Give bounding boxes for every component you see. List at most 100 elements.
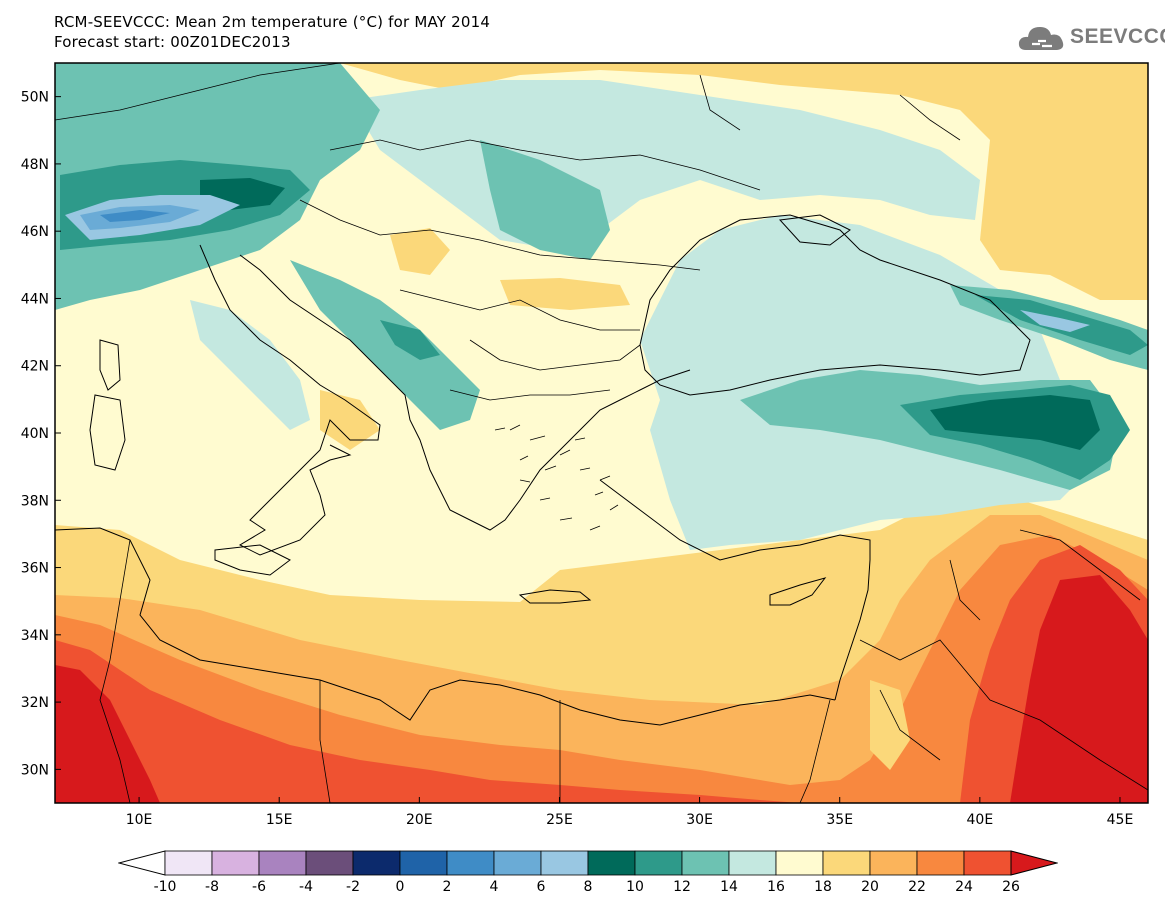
colorbar-swatch xyxy=(869,850,918,876)
lon-tick-label: 35E xyxy=(826,812,853,828)
lon-tick-label: 45E xyxy=(1107,812,1134,828)
lat-tick-label: 46N xyxy=(21,224,49,240)
country-borders xyxy=(55,63,1148,803)
colorbar-over-triangle xyxy=(1010,850,1058,876)
colorbar-label: 4 xyxy=(490,879,499,895)
lon-tick-label: 40E xyxy=(967,812,994,828)
field-24-26 xyxy=(55,640,800,803)
latitude-axis: 50N 48N 46N 44N 42N 40N 38N 36N 34N 32N 30N xyxy=(21,90,61,778)
colorbar-label: -8 xyxy=(205,879,219,895)
field-18-20-pannonia xyxy=(390,228,450,275)
field-18-20-cyrenaica xyxy=(870,680,910,770)
crimea-coast xyxy=(778,214,851,246)
lon-tick-label: 30E xyxy=(686,812,713,828)
lon-tick-label: 25E xyxy=(546,812,573,828)
aegean-islands xyxy=(494,424,619,531)
colorbar-label: 24 xyxy=(955,879,973,895)
colorbar-swatch xyxy=(681,850,730,876)
colorbar-label: -10 xyxy=(154,879,177,895)
cloud-icon xyxy=(1018,27,1064,50)
lat-tick-label: 50N xyxy=(21,90,49,106)
lon-tick-label: 15E xyxy=(266,812,293,828)
colorbar-swatch xyxy=(540,850,589,876)
seevccc-logo: SEEVCCC xyxy=(1018,22,1165,56)
colorbar-label: 8 xyxy=(584,879,593,895)
colorbar-swatch xyxy=(493,850,542,876)
colorbar-label: 22 xyxy=(908,879,926,895)
lon-tick-label: 10E xyxy=(126,812,153,828)
anatolia-south-coast xyxy=(599,479,871,561)
title-line-2: Forecast start: 00Z01DEC2013 xyxy=(54,33,291,51)
north-africa-coast xyxy=(55,527,836,726)
field-18-20-northeast xyxy=(340,63,1148,300)
lat-tick-label: 36N xyxy=(21,561,49,577)
italy-coast xyxy=(199,244,381,556)
field-22-24 xyxy=(55,535,1148,803)
colorbar-swatch xyxy=(164,850,213,876)
field-10-12-montenegro xyxy=(380,320,440,360)
colorbar-swatch xyxy=(446,850,495,876)
title-line-1: RCM-SEEVCCC: Mean 2m temperature (°C) fo… xyxy=(54,13,491,31)
colorbar-swatch xyxy=(775,850,824,876)
colorbar-swatch xyxy=(822,850,871,876)
colorbar-swatch xyxy=(258,850,307,876)
field-over-26-west xyxy=(55,665,160,803)
colorbar-swatch xyxy=(916,850,965,876)
field-8-10-anatolia xyxy=(930,395,1100,450)
logo-text: SEEVCCC xyxy=(1070,25,1165,48)
field-18-20-romania xyxy=(500,278,630,310)
crete-coast xyxy=(518,589,592,604)
lat-tick-label: 34N xyxy=(21,628,49,644)
lat-tick-label: 42N xyxy=(21,359,49,375)
colorbar-swatch xyxy=(352,850,401,876)
lat-tick-label: 40N xyxy=(21,426,49,442)
field-12-14-dinaric xyxy=(290,260,480,430)
colorbar-label: -2 xyxy=(346,879,360,895)
colorbar-swatch xyxy=(305,850,354,876)
colorbar-swatch xyxy=(587,850,636,876)
cyprus-coast xyxy=(769,577,827,606)
colorbar-swatch xyxy=(399,850,448,876)
colorbar-label: -6 xyxy=(252,879,266,895)
longitude-axis: 10E 15E 20E 25E 30E 35E 40E 45E xyxy=(126,797,1134,828)
lat-tick-label: 32N xyxy=(21,695,49,711)
colorbar xyxy=(118,850,1058,876)
sicily-coast xyxy=(214,544,291,576)
colorbar-swatch xyxy=(211,850,260,876)
field-6-8-caucasus xyxy=(1020,310,1090,332)
colorbar-under-triangle xyxy=(118,850,166,876)
lat-tick-label: 30N xyxy=(21,762,49,778)
colorbar-label: 6 xyxy=(537,879,546,895)
field-over-26-east xyxy=(1010,575,1148,803)
coastlines xyxy=(55,63,1148,803)
balkan-coast xyxy=(239,254,691,531)
levant-coast xyxy=(834,559,871,701)
field-14-16-apennines xyxy=(190,300,310,430)
black-sea-coast xyxy=(639,214,1031,396)
field-2-4-alps xyxy=(100,210,170,222)
map-title: RCM-SEEVCCC: Mean 2m temperature (°C) fo… xyxy=(54,12,490,52)
colorbar-label: 10 xyxy=(626,879,644,895)
field-18-20-italy xyxy=(320,390,380,450)
colorbar-swatch xyxy=(634,850,683,876)
lat-tick-label: 38N xyxy=(21,493,49,509)
sardinia-coast xyxy=(89,394,126,471)
corsica-coast xyxy=(99,339,121,391)
colorbar-labels: -10 -8 -6 -4 -2 0 2 4 6 8 10 12 14 16 18 20 22 24 26 xyxy=(154,879,1020,895)
colorbar-label: 18 xyxy=(814,879,832,895)
colorbar-label: 20 xyxy=(861,879,879,895)
temperature-field xyxy=(55,63,1148,803)
colorbar-label: 26 xyxy=(1002,879,1020,895)
lat-tick-label: 44N xyxy=(21,291,49,307)
colorbar-label: 12 xyxy=(673,879,691,895)
colorbar-swatch xyxy=(963,850,1012,876)
lon-tick-label: 20E xyxy=(406,812,433,828)
colorbar-label: 0 xyxy=(396,879,405,895)
colorbar-label: 2 xyxy=(443,879,452,895)
field-12-14-carpathian xyxy=(480,140,610,260)
lat-tick-label: 48N xyxy=(21,157,49,173)
colorbar-label: 16 xyxy=(767,879,785,895)
colorbar-swatch xyxy=(728,850,777,876)
colorbar-label: 14 xyxy=(720,879,738,895)
